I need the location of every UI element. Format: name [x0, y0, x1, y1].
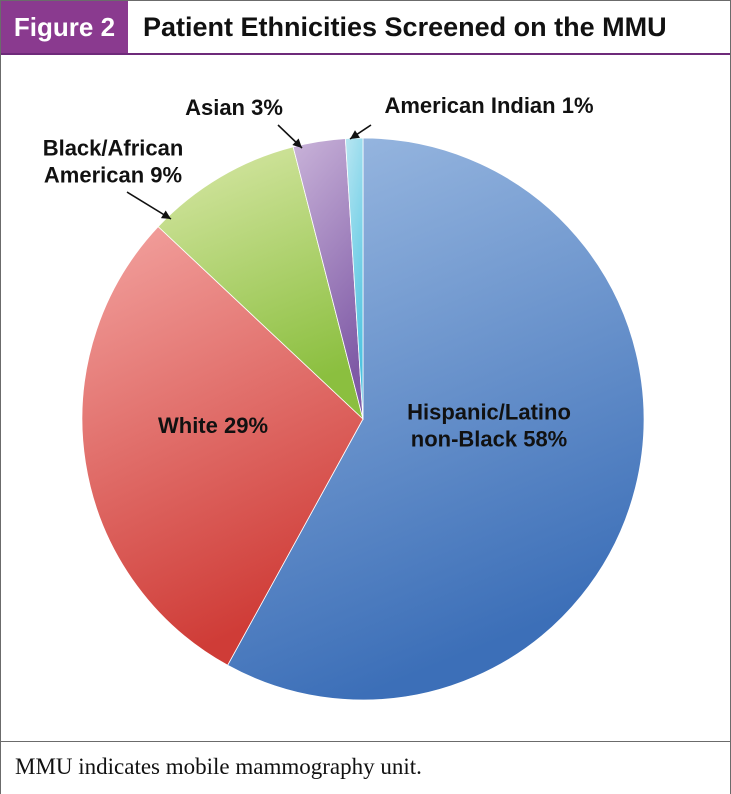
slice-label: Asian 3% [185, 95, 283, 120]
figure-label: Figure 2 [1, 1, 128, 53]
pie-slice [157, 146, 364, 421]
label-pointer-arrowhead [350, 130, 360, 139]
pie-slice [81, 226, 364, 666]
figure-title: Patient Ethnicities Screened on the MMU [143, 12, 667, 42]
pie-slice [227, 137, 645, 701]
label-pointer-arrowhead [292, 138, 302, 148]
footnote: MMU indicates mobile mammography unit. [15, 754, 422, 779]
slice-label: American Indian 1% [384, 93, 593, 118]
slice-label: Hispanic/Latino non-Black 58% [407, 400, 571, 452]
slice-label: White 29% [158, 413, 268, 438]
pie-chart-svg: Hispanic/Latino non-Black 58% White 29% Bla… [43, 93, 645, 701]
figure-footer: MMU indicates mobile mammography unit. [1, 741, 730, 794]
slice-label: Black/African American 9% [43, 136, 184, 188]
pie-chart: Hispanic/Latino non-Black 58% White 29% Bla… [1, 55, 730, 741]
label-pointer-arrowhead [160, 210, 171, 219]
figure-header: Figure 2 Patient Ethnicities Screened on… [1, 1, 730, 55]
